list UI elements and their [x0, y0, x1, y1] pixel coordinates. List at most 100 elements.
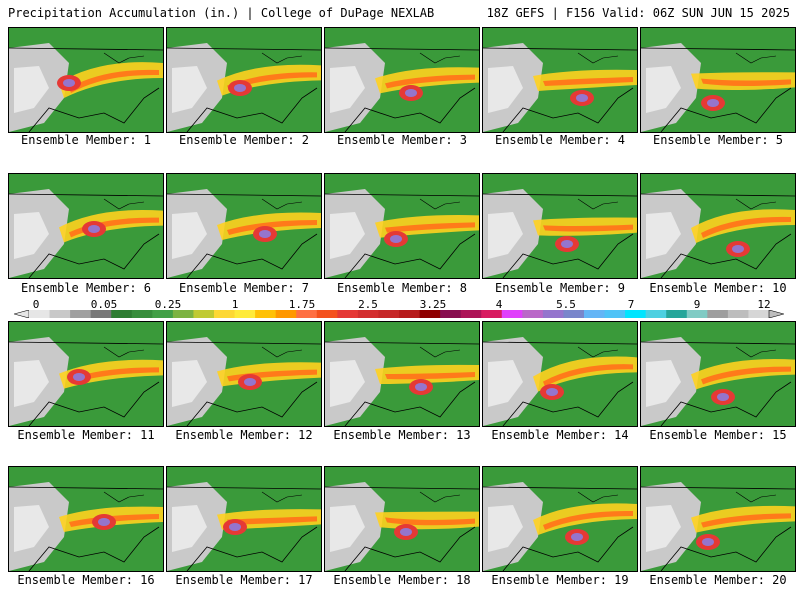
- member-caption: Ensemble Member: 18: [333, 573, 471, 587]
- header: Precipitation Accumulation (in.) | Colle…: [8, 6, 790, 22]
- member-map-panel: [166, 466, 322, 572]
- run-valid-time: 18Z GEFS | F156 Valid: 06Z SUN JUN 15 20…: [486, 6, 790, 20]
- colorbar-segment: [563, 310, 585, 318]
- member-map-panel: [324, 321, 480, 427]
- member-caption: Ensemble Member: 4: [494, 133, 626, 147]
- colorbar-segment: [214, 310, 236, 318]
- colorbar-segment: [357, 310, 379, 318]
- colorbar-segment: [399, 310, 421, 318]
- colorbar-segment: [255, 310, 277, 318]
- member-caption: Ensemble Member: 17: [175, 573, 313, 587]
- precip-map: [641, 467, 795, 571]
- precip-map: [9, 467, 163, 571]
- precip-map: [9, 174, 163, 278]
- product-title: Precipitation Accumulation (in.) | Colle…: [8, 6, 435, 20]
- colorbar-segment: [686, 310, 708, 318]
- colorbar-segment: [481, 310, 503, 318]
- member-caption: Ensemble Member: 8: [336, 281, 468, 295]
- member-map-panel: [482, 173, 638, 279]
- colorbar-tick-label: 9: [693, 298, 701, 311]
- colorbar-segment: [727, 310, 749, 318]
- colorbar-segment: [748, 310, 770, 318]
- member-map-panel: [640, 27, 796, 133]
- precip-map: [641, 174, 795, 278]
- member-map-panel: [166, 27, 322, 133]
- colorbar-tick-label: 5.5: [556, 298, 576, 311]
- precip-map: [325, 322, 479, 426]
- member-caption: Ensemble Member: 7: [178, 281, 310, 295]
- colorbar-segment: [49, 310, 71, 318]
- colorbar-left-arrow: [14, 310, 30, 318]
- colorbar-segment: [193, 310, 215, 318]
- colorbar-segment: [666, 310, 688, 318]
- precip-map: [167, 467, 321, 571]
- colorbar-tick-label: 3.25: [419, 298, 447, 311]
- member-caption: Ensemble Member: 5: [652, 133, 784, 147]
- member-caption: Ensemble Member: 19: [491, 573, 629, 587]
- colorbar-segment: [584, 310, 606, 318]
- member-map-panel: [8, 321, 164, 427]
- precip-map: [167, 28, 321, 132]
- member-caption: Ensemble Member: 11: [17, 428, 155, 442]
- colorbar-segment: [645, 310, 667, 318]
- member-caption: Ensemble Member: 15: [649, 428, 787, 442]
- colorbar-segment: [29, 310, 51, 318]
- precip-map: [641, 322, 795, 426]
- member-map-panel: [8, 466, 164, 572]
- member-map-panel: [640, 173, 796, 279]
- colorbar-segment: [70, 310, 92, 318]
- member-caption: Ensemble Member: 6: [20, 281, 152, 295]
- colorbar-segment: [460, 310, 482, 318]
- colorbar-segment: [707, 310, 729, 318]
- colorbar-tick-label: 0: [32, 298, 40, 311]
- precip-map: [325, 28, 479, 132]
- member-map-panel: [640, 321, 796, 427]
- colorbar-segment: [522, 310, 544, 318]
- colorbar-segment: [296, 310, 318, 318]
- colorbar-segment: [131, 310, 153, 318]
- precip-map: [483, 467, 637, 571]
- member-map-panel: [324, 466, 480, 572]
- colorbar-tick-label: 1.75: [288, 298, 316, 311]
- colorbar-segment: [337, 310, 359, 318]
- colorbar-tick-label: 7: [627, 298, 635, 311]
- precip-map: [167, 174, 321, 278]
- member-map-panel: [166, 173, 322, 279]
- member-map-panel: [8, 173, 164, 279]
- precip-map: [9, 322, 163, 426]
- colorbar-segment: [440, 310, 462, 318]
- colorbar-segment: [152, 310, 174, 318]
- member-caption: Ensemble Member: 2: [178, 133, 310, 147]
- colorbar-tick-label: 1: [231, 298, 239, 311]
- precip-map: [483, 174, 637, 278]
- colorbar-segment: [419, 310, 441, 318]
- colorbar-tick-label: 4: [495, 298, 503, 311]
- precip-colorbar: [14, 310, 784, 318]
- colorbar-segment: [234, 310, 256, 318]
- colorbar-segment: [172, 310, 194, 318]
- member-caption: Ensemble Member: 3: [336, 133, 468, 147]
- member-caption: Ensemble Member: 10: [649, 281, 787, 295]
- member-caption: Ensemble Member: 12: [175, 428, 313, 442]
- colorbar-tick-label: 0.25: [154, 298, 182, 311]
- colorbar-segment: [90, 310, 112, 318]
- member-caption: Ensemble Member: 16: [17, 573, 155, 587]
- precip-map: [167, 322, 321, 426]
- precip-map: [641, 28, 795, 132]
- member-map-panel: [482, 27, 638, 133]
- colorbar-segment: [501, 310, 523, 318]
- precip-map: [483, 28, 637, 132]
- colorbar-tick-label: 2.5: [358, 298, 378, 311]
- member-map-panel: [8, 27, 164, 133]
- member-caption: Ensemble Member: 20: [649, 573, 787, 587]
- colorbar-tick-label: 0.05: [90, 298, 118, 311]
- member-map-panel: [482, 321, 638, 427]
- member-caption: Ensemble Member: 13: [333, 428, 471, 442]
- member-caption: Ensemble Member: 9: [494, 281, 626, 295]
- member-map-panel: [166, 321, 322, 427]
- colorbar-segment: [316, 310, 338, 318]
- precip-map: [9, 28, 163, 132]
- colorbar-segment: [625, 310, 647, 318]
- colorbar-tick-label: 12: [757, 298, 771, 311]
- member-caption: Ensemble Member: 1: [20, 133, 152, 147]
